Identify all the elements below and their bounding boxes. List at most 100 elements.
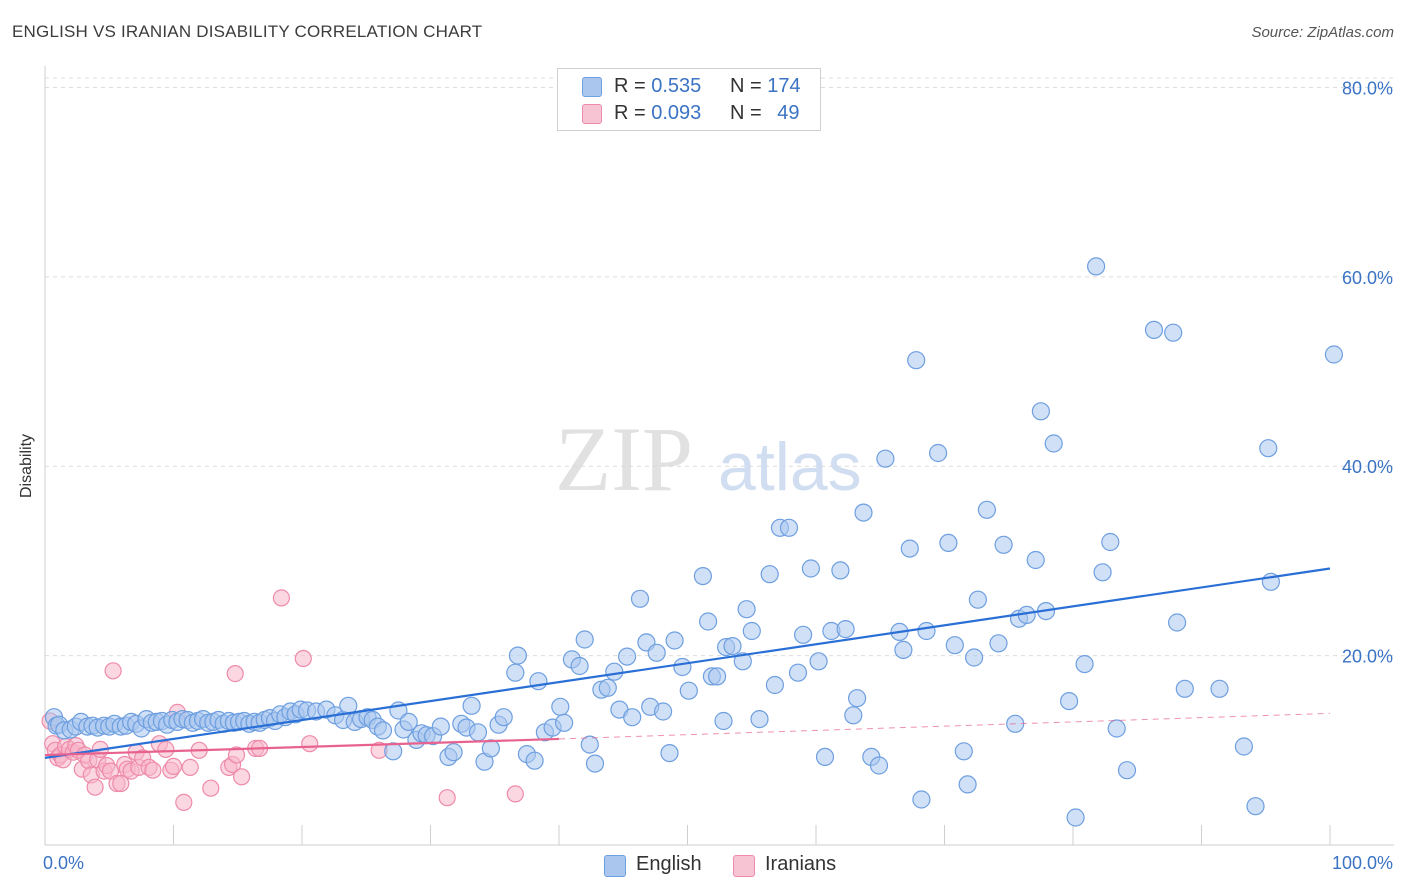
english-point-150: [968, 590, 988, 609]
english-point-74: [462, 696, 481, 715]
english-point-134: [854, 503, 873, 522]
iranians-r-label: R =: [614, 102, 646, 124]
english-point-133: [847, 689, 867, 708]
english-point-131: [836, 619, 855, 639]
english-point-141: [907, 351, 926, 370]
english-point-71: [444, 743, 463, 762]
english-point-143: [917, 621, 936, 641]
english-point-152: [989, 634, 1008, 653]
english-point-164: [1086, 257, 1106, 276]
iranians-point-23: [112, 774, 130, 793]
english-point-96: [605, 662, 624, 681]
english-point-103: [647, 643, 666, 662]
english-point-158: [1031, 402, 1051, 421]
english-point-99: [623, 708, 642, 727]
english-point-162: [1066, 808, 1085, 827]
english-point-128: [815, 747, 835, 767]
english-point-104: [653, 702, 673, 721]
english-point-170: [1167, 613, 1187, 632]
english-point-139: [894, 640, 913, 660]
iranians-r-value: 0.093: [651, 102, 702, 124]
watermark-zip: ZIP: [555, 408, 693, 510]
legend-iranians-swatch: [733, 855, 755, 877]
english-point-80: [506, 663, 525, 682]
english-point-166: [1101, 532, 1120, 552]
english-point-160: [1044, 434, 1063, 453]
english-point-145: [939, 533, 958, 553]
iranians-point-40: [202, 779, 220, 797]
english-point-90: [570, 656, 589, 676]
iranians-n-label: N =: [730, 102, 762, 124]
english-point-92: [580, 735, 599, 754]
english-point-172: [1175, 679, 1194, 698]
chart-title: ENGLISH VS IRANIAN DISABILITY CORRELATIO…: [12, 22, 483, 41]
english-trend-line: [44, 567, 1331, 759]
english-point-119: [750, 709, 769, 729]
english-point-171: [1164, 323, 1183, 342]
english-point-137: [876, 449, 895, 468]
iranians-point-43: [226, 664, 244, 683]
english-point-125: [793, 625, 813, 644]
english-point-146: [945, 636, 964, 655]
legend-english-swatch: [604, 855, 626, 877]
english-point-95: [598, 678, 617, 697]
english-point-115: [723, 636, 742, 656]
iranians-point-45: [233, 768, 251, 786]
iranians-trend-line: [44, 737, 560, 757]
iranians-point-52: [438, 789, 456, 807]
english-point-130: [831, 561, 850, 580]
english-point-136: [869, 756, 889, 775]
english-point-149: [964, 648, 984, 667]
english-point-124: [788, 663, 808, 682]
iranians-point-15: [86, 778, 104, 796]
english-point-142: [912, 790, 931, 809]
english-point-169: [1144, 320, 1164, 339]
english-point-175: [1246, 797, 1265, 816]
english-r-value: 0.535: [651, 75, 702, 97]
watermark-atlas: atlas: [718, 429, 862, 505]
english-point-118: [742, 621, 761, 641]
english-point-77: [481, 739, 500, 758]
english-point-117: [737, 600, 756, 619]
english-point-161: [1059, 691, 1079, 711]
y-tick-label-1: 40.0%: [1342, 457, 1393, 477]
english-point-113: [714, 711, 733, 731]
y-tick-label-3: 80.0%: [1342, 78, 1393, 98]
english-n-value: 174: [767, 75, 801, 97]
english-point-132: [844, 706, 863, 725]
english-point-127: [809, 652, 828, 671]
english-point-108: [679, 681, 698, 700]
english-point-75: [468, 723, 488, 742]
iranians-point-33: [157, 740, 175, 759]
english-point-147: [954, 742, 973, 761]
iranians-point-31: [144, 761, 162, 779]
iranians-point-48: [272, 589, 290, 607]
trend-lines: [44, 567, 1331, 759]
english-point-79: [494, 708, 513, 727]
english-points: [44, 257, 1344, 827]
english-point-88: [554, 713, 574, 732]
iranians-point-21: [104, 662, 122, 680]
english-point-105: [660, 743, 679, 763]
english-point-168: [1117, 761, 1137, 780]
english-point-69: [431, 717, 450, 736]
english-point-110: [698, 612, 718, 631]
iranians-points: [41, 589, 524, 812]
english-point-163: [1075, 654, 1094, 674]
english-r-label: R =: [614, 75, 646, 97]
english-point-120: [760, 565, 779, 584]
english-point-109: [693, 566, 713, 586]
legend-english-label: English: [636, 853, 702, 875]
english-point-144: [928, 443, 948, 463]
english-point-123: [779, 518, 799, 537]
iranians-point-38: [181, 758, 199, 777]
english-point-151: [977, 500, 997, 519]
english-point-116: [733, 652, 752, 671]
iranians-point-50: [301, 735, 319, 753]
english-point-87: [551, 697, 570, 716]
iranians-n-value: 49: [777, 102, 800, 124]
english-point-174: [1234, 737, 1254, 756]
english-point-140: [900, 539, 919, 558]
english-point-91: [575, 630, 594, 649]
